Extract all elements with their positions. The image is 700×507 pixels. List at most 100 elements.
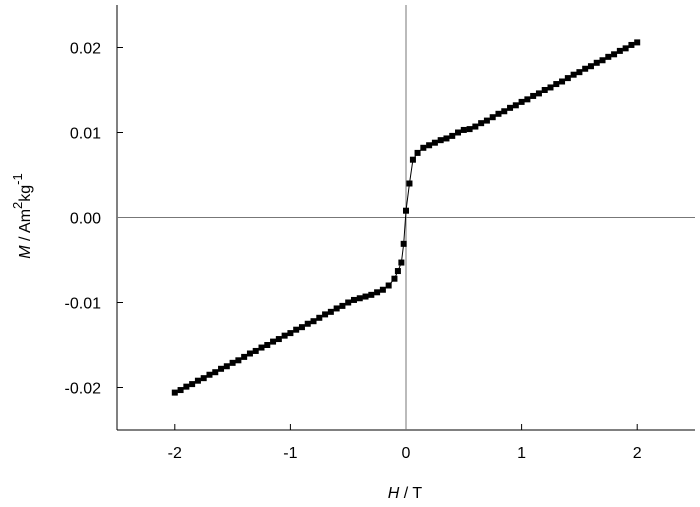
y-label-unit: kg — [17, 185, 34, 202]
data-point — [512, 102, 519, 109]
data-point — [316, 314, 323, 321]
y-tick-label: 0.01 — [70, 126, 101, 143]
data-point — [414, 149, 421, 156]
data-point — [593, 59, 600, 66]
data-point — [298, 324, 305, 331]
data-point — [559, 78, 566, 85]
data-point — [437, 137, 444, 144]
data-point — [322, 311, 329, 318]
data-point — [570, 71, 577, 78]
x-tick-label: 0 — [402, 445, 411, 462]
data-point — [564, 75, 571, 82]
x-tick-label: -2 — [168, 445, 182, 462]
data-point — [524, 96, 531, 103]
data-point — [535, 90, 542, 97]
data-point — [611, 51, 618, 58]
data-point — [400, 240, 407, 247]
data-point — [362, 293, 369, 300]
data-point — [252, 347, 259, 354]
data-point — [350, 296, 357, 303]
data-point — [235, 357, 242, 364]
data-point — [541, 87, 548, 93]
data-point — [599, 57, 606, 64]
data-point — [406, 180, 413, 187]
data-point — [374, 289, 381, 296]
data-point — [634, 39, 641, 46]
data-point — [426, 142, 433, 149]
data-point — [518, 98, 525, 105]
data-point — [304, 320, 311, 327]
data-point — [495, 110, 502, 117]
data-point — [183, 383, 190, 390]
y-label-sup: 2 — [10, 202, 25, 209]
data-point — [177, 387, 184, 394]
x-tick-label: -1 — [283, 445, 297, 462]
data-point — [460, 126, 467, 133]
data-point — [605, 53, 612, 60]
x-label-symbol: H — [388, 485, 400, 502]
data-point — [206, 371, 213, 378]
data-point — [246, 350, 253, 357]
data-point — [616, 47, 623, 54]
data-point — [281, 332, 288, 339]
data-point — [449, 132, 456, 139]
data-point — [212, 369, 219, 376]
data-point — [472, 123, 479, 130]
data-point — [394, 268, 401, 275]
y-tick-label: -0.02 — [65, 381, 102, 398]
data-point — [507, 104, 514, 111]
data-point — [339, 302, 346, 309]
data-point — [483, 117, 490, 124]
data-point — [622, 45, 629, 52]
data-point — [194, 377, 201, 384]
data-point — [478, 120, 485, 127]
data-point — [501, 108, 508, 115]
data-point — [391, 275, 398, 282]
data-point — [385, 282, 392, 289]
data-point — [587, 63, 594, 70]
data-point — [310, 318, 317, 325]
data-point — [287, 330, 294, 337]
data-point — [218, 365, 225, 372]
data-point — [409, 156, 416, 163]
data-point — [530, 92, 537, 99]
data-point — [489, 114, 496, 121]
y-label-unit: / Am — [17, 209, 34, 245]
data-point — [547, 84, 554, 91]
data-point — [229, 359, 236, 366]
data-point — [189, 381, 196, 388]
y-tick-label: 0.02 — [70, 41, 101, 58]
data-point — [345, 299, 352, 306]
data-point — [327, 308, 334, 315]
data-point — [379, 286, 386, 293]
data-point — [628, 41, 635, 48]
x-axis-label: H / T — [388, 485, 423, 502]
data-point — [455, 129, 462, 136]
data-point — [582, 65, 589, 72]
x-tick-label: 2 — [633, 445, 642, 462]
data-point — [171, 389, 178, 396]
data-point — [333, 305, 340, 312]
x-tick-label: 1 — [517, 445, 526, 462]
data-point — [431, 139, 438, 146]
data-point — [466, 126, 473, 133]
x-label-unit: / T — [399, 485, 422, 502]
data-point — [258, 344, 265, 351]
y-label-sup: -1 — [10, 173, 25, 185]
y-axis-label: M / Am2kg-1 — [10, 173, 34, 258]
data-point — [275, 336, 282, 343]
y-tick-label: -0.01 — [65, 296, 102, 313]
y-tick-label: 0.00 — [70, 211, 101, 228]
data-point — [398, 259, 405, 266]
data-point — [356, 295, 363, 302]
data-point — [223, 363, 230, 370]
data-point — [576, 69, 583, 76]
data-point — [443, 135, 450, 142]
data-point — [553, 81, 560, 88]
data-point — [270, 338, 277, 345]
data-point — [293, 326, 300, 333]
data-point — [200, 375, 207, 382]
data-point — [264, 342, 271, 348]
data-point — [241, 353, 248, 360]
